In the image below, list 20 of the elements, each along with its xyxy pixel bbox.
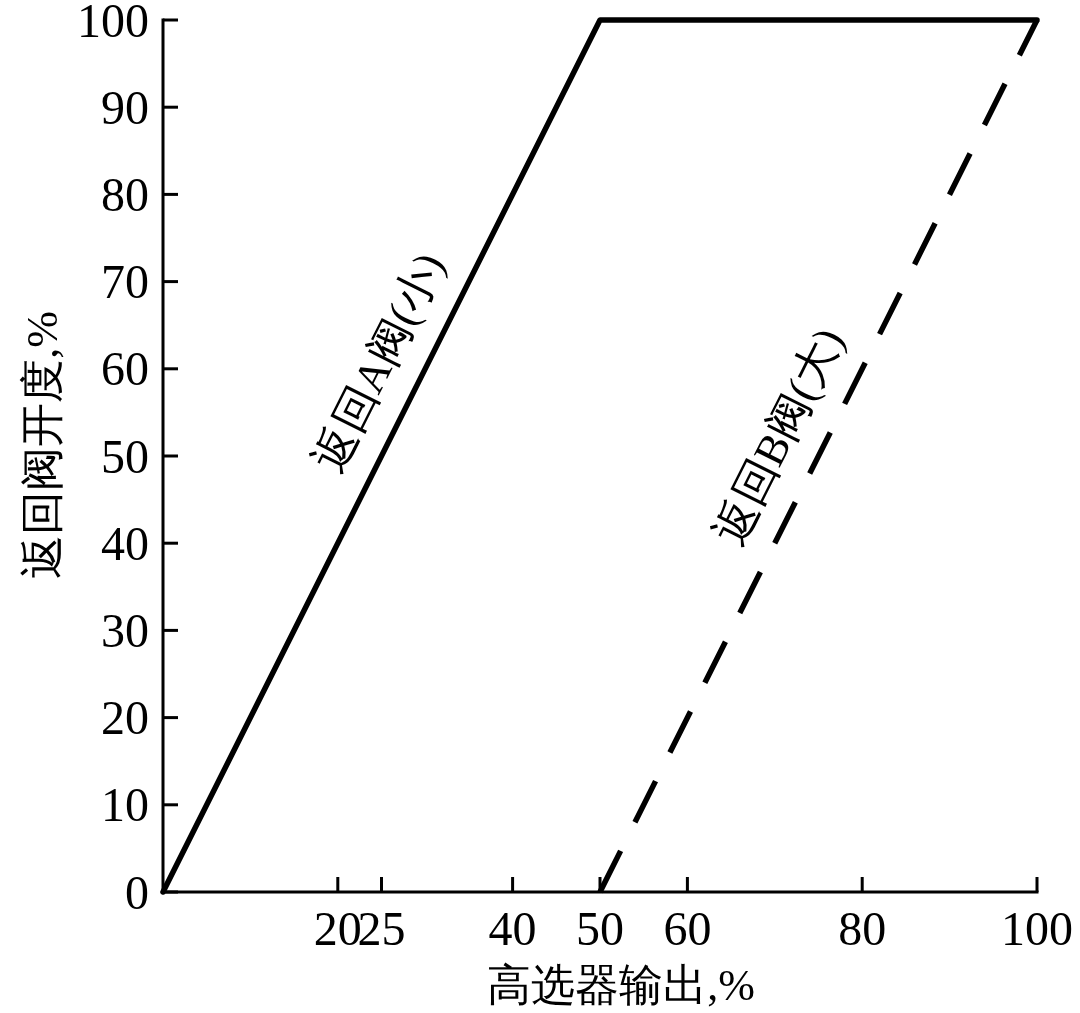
y-tick-label: 30: [101, 603, 149, 657]
y-tick-label: 70: [101, 255, 149, 309]
y-tick-label: 80: [101, 167, 149, 221]
y-tick-label: 100: [77, 0, 149, 47]
y-axis-title: 返回阀开度,%: [17, 311, 67, 579]
y-tick-label: 50: [101, 429, 149, 483]
text: 返回B阀(大): [704, 320, 854, 553]
x-tick-label: 60: [663, 901, 712, 955]
y-tick-label: 10: [101, 778, 149, 832]
x-tick-label: 50: [576, 901, 624, 955]
y-tick-label: 40: [101, 516, 149, 570]
y-tick-label: 90: [101, 80, 149, 134]
x-tick-label: 40: [488, 901, 537, 955]
y-tick-label: 0: [125, 865, 149, 919]
y-tick-label: 60: [101, 342, 149, 396]
text: 返回A阀(小): [304, 245, 455, 480]
x-tick-label: 80: [838, 901, 887, 955]
y-tick-label: 20: [101, 691, 149, 745]
x-tick-label: 100: [1001, 901, 1073, 955]
x-axis-title: 高选器输出,%: [487, 960, 755, 1010]
